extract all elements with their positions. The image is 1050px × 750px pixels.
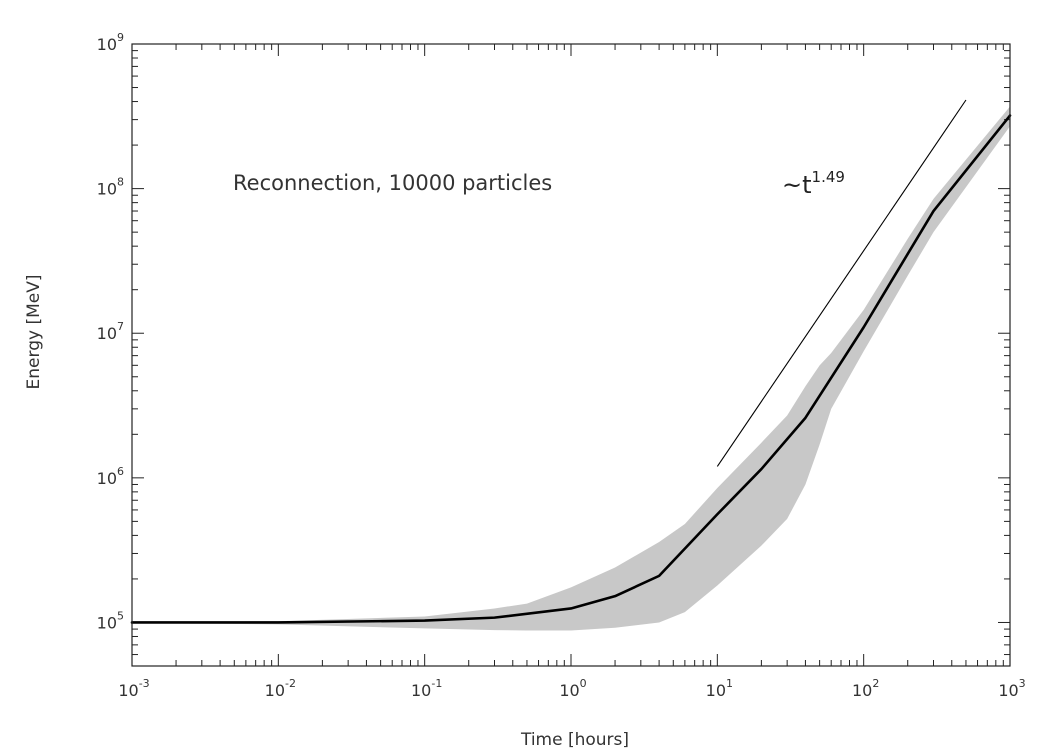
x-tick-label-base: 10	[852, 681, 872, 700]
y-tick-label-exponent: 9	[117, 31, 124, 44]
power-law-label: ~t1.49	[782, 168, 845, 199]
minor-ticks-layer	[132, 44, 1010, 666]
lines-layer	[130, 99, 1012, 624]
x-tick-label-base: 10	[559, 681, 579, 700]
x-tick-label-exponent: 2	[872, 677, 879, 690]
power-law-guide-line	[716, 99, 967, 467]
y-tick-label-base: 10	[97, 324, 117, 343]
y-tick-label: 108	[97, 176, 124, 199]
major-ticks-layer	[131, 43, 1011, 666]
x-tick-label-base: 10	[998, 681, 1018, 700]
x-tick-label-exponent: 0	[580, 677, 587, 690]
y-tick-label-exponent: 5	[117, 609, 124, 622]
x-tick-label: 10-1	[411, 677, 442, 700]
spread-band	[132, 106, 1010, 631]
y-tick-label-base: 10	[97, 35, 117, 54]
y-tick-label: 106	[97, 465, 124, 488]
mean-energy-curve	[130, 114, 1012, 624]
x-tick-label-exponent: -1	[431, 677, 442, 690]
x-tick-label: 10-2	[265, 677, 296, 700]
x-tick-label-exponent: 3	[1019, 677, 1026, 690]
x-tick-labels: 10-3 10-2 10-1 100 101 102 103	[118, 677, 1025, 700]
x-axis-label: Time [hours]	[520, 730, 629, 750]
spread-band-layer	[132, 106, 1010, 631]
y-tick-label: 109	[97, 31, 124, 54]
y-tick-label-base: 10	[97, 613, 117, 632]
y-tick-label-exponent: 7	[117, 320, 124, 333]
x-tick-label-exponent: -2	[285, 677, 296, 690]
plot-frame	[131, 43, 1011, 667]
x-tick-label: 101	[706, 677, 733, 700]
x-tick-label-exponent: -3	[139, 677, 150, 690]
x-tick-label-base: 10	[118, 681, 138, 700]
x-tick-label-base: 10	[265, 681, 285, 700]
y-tick-label-exponent: 8	[117, 176, 124, 189]
y-axis-label: Energy [MeV]	[24, 275, 44, 390]
y-tick-label-exponent: 6	[117, 465, 124, 478]
y-tick-label: 107	[97, 320, 124, 343]
power-law-label-base: ~t	[782, 171, 812, 199]
y-tick-label: 105	[97, 609, 124, 632]
x-tick-label: 10-3	[118, 677, 149, 700]
annotation-text: Reconnection, 10000 particles	[233, 171, 552, 195]
x-tick-label-exponent: 1	[726, 677, 733, 690]
y-tick-label-base: 10	[97, 180, 117, 199]
x-tick-label-base: 10	[411, 681, 431, 700]
y-tick-label-base: 10	[97, 469, 117, 488]
power-law-label-exponent: 1.49	[812, 168, 845, 186]
x-tick-label: 102	[852, 677, 879, 700]
x-tick-label-base: 10	[706, 681, 726, 700]
x-tick-label: 100	[559, 677, 586, 700]
x-tick-label: 103	[998, 677, 1025, 700]
